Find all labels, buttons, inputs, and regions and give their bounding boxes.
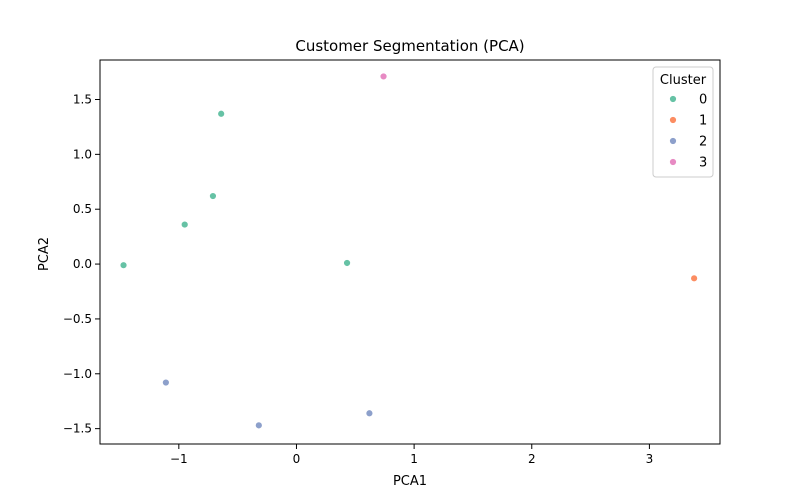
data-point-cluster-2 [365, 409, 374, 418]
y-tick-label: −1.0 [63, 367, 92, 381]
y-tick-label: −1.5 [63, 422, 92, 436]
y-tick-label: −0.5 [63, 312, 92, 326]
legend-marker-cluster-1 [669, 116, 677, 124]
axes: −1 0 1 2 3 −1.5 −1.0 −0.5 0.0 0.5 1.0 1.5 [63, 59, 721, 466]
data-point-cluster-0 [180, 220, 189, 229]
legend-marker-cluster-0 [669, 95, 677, 103]
x-tick-label: 3 [646, 452, 654, 466]
data-point-cluster-0 [217, 109, 226, 118]
legend-marker-cluster-3 [669, 158, 677, 166]
y-tick-label: 1.5 [73, 92, 92, 106]
data-point-cluster-3 [379, 72, 388, 81]
legend-marker-cluster-2 [669, 137, 677, 145]
x-tick-label: −1 [170, 452, 188, 466]
data-point-cluster-0 [343, 259, 351, 267]
chart-title: Customer Segmentation (PCA) [295, 37, 524, 55]
legend-label-cluster-1: 1 [699, 114, 707, 129]
y-tick-label: 1.0 [73, 147, 92, 161]
plot-frame [99, 59, 721, 445]
data-points [119, 72, 699, 430]
data-point-cluster-2 [254, 421, 263, 430]
legend: Cluster 0 1 2 3 [652, 66, 714, 178]
y-tick-label: 0.5 [73, 202, 92, 216]
legend-label-cluster-0: 0 [699, 93, 707, 108]
y-axis-label: PCA2 [37, 237, 52, 271]
legend-label-cluster-3: 3 [699, 156, 707, 171]
legend-title: Cluster [660, 73, 707, 88]
data-point-cluster-0 [119, 261, 128, 270]
data-point-cluster-2 [161, 378, 170, 387]
x-axis-label: PCA1 [393, 474, 427, 489]
legend-box [652, 66, 714, 178]
data-point-cluster-0 [209, 192, 217, 200]
x-tick-label: 2 [528, 452, 536, 466]
x-tick-label: 0 [293, 452, 301, 466]
x-tick-label: 1 [410, 452, 418, 466]
y-tick-label: 0.0 [73, 257, 92, 271]
legend-label-cluster-2: 2 [699, 135, 707, 150]
data-point-cluster-1 [690, 274, 699, 283]
